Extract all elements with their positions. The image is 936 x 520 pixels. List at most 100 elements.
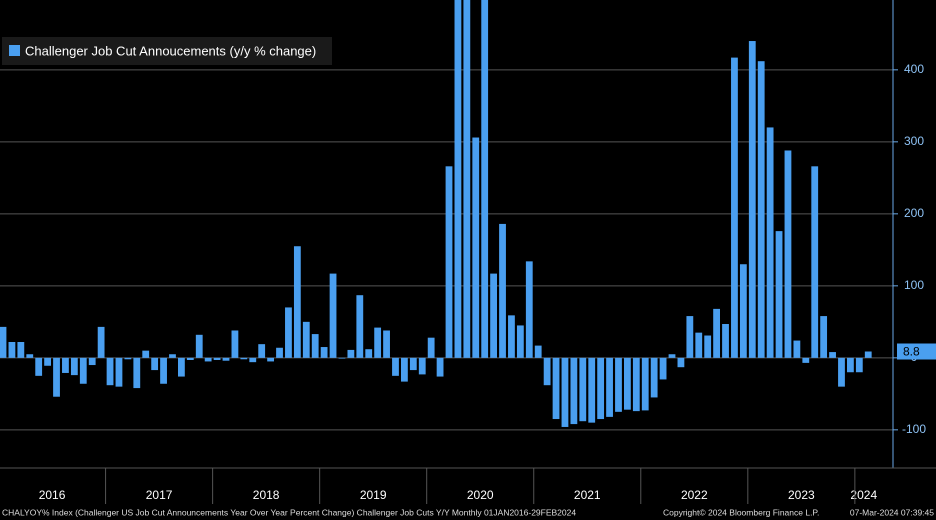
footer-source: CHALYOY% Index (Challenger US Job Cut An… [2,507,576,517]
bar [686,316,694,358]
bar [534,345,542,358]
bar [516,325,524,358]
x-tick-label: 2022 [681,488,708,502]
bar [222,357,230,361]
bar [463,0,471,358]
bar [409,357,417,371]
bar [142,350,150,358]
bar [481,0,489,358]
last-value-label: 8.8 [903,345,920,359]
bar [508,315,515,358]
bar [311,334,319,358]
bar [855,357,863,373]
bar [249,357,257,363]
legend-label: Challenger Job Cut Annoucements (y/y % c… [25,43,316,58]
bar [766,127,774,358]
bar [356,295,364,358]
bar [293,246,301,358]
bar [70,357,78,376]
footer-timestamp: 07-Mar-2024 07:39:45 [850,507,934,517]
bar [151,357,159,371]
bar [374,327,382,358]
bar [757,61,765,358]
x-tick-label: 2023 [788,488,815,502]
bar [267,357,274,362]
bar [302,321,310,358]
bar [490,273,497,358]
bar [186,357,194,360]
bar [392,357,399,376]
bar [160,357,167,384]
bar [97,326,105,358]
bar [35,357,43,376]
x-tick-label: 2019 [360,488,387,502]
bar [178,357,185,377]
bar [383,330,390,358]
footer-copyright: Copyright© 2024 Bloomberg Finance L.P. [663,507,819,517]
bar [624,357,631,410]
bar [838,357,845,387]
bar [829,352,836,358]
bar [561,357,569,427]
bar [106,357,114,386]
bar [231,330,239,358]
y-tick-label: 400 [904,62,924,76]
y-tick-label: 200 [904,206,924,220]
bars [0,0,872,427]
bar [784,150,792,358]
bar [133,357,141,389]
bar [169,354,176,358]
bar [17,342,25,358]
legend-swatch [9,45,20,56]
bar [704,335,712,358]
bar [472,137,480,358]
bar [641,357,649,411]
bar [418,357,426,375]
bar [588,357,596,423]
legend-box [2,37,332,65]
bar [79,357,87,384]
bar [258,344,266,358]
bar [204,357,212,362]
bar [713,308,720,358]
bar [124,357,132,360]
bar [525,261,533,358]
bar [775,231,783,358]
bar [445,166,453,358]
bar [606,357,613,417]
bar [650,357,658,398]
bar [8,342,16,358]
bar [731,57,738,358]
x-tick-label: 2020 [467,488,494,502]
bar [570,357,578,425]
bar [615,357,622,412]
bar [115,357,123,387]
bar [802,357,810,363]
bar [213,357,221,360]
bar [195,334,203,358]
bar [401,357,408,382]
bar [695,332,703,358]
bar [338,357,346,359]
bar [53,357,60,397]
bar [543,357,551,386]
bar [677,357,685,368]
bar [454,0,462,358]
bar [0,326,7,358]
bar [427,337,435,358]
bar [320,347,328,358]
bar [276,347,283,358]
bar [864,351,872,358]
bar [62,357,69,373]
bar [88,357,96,366]
last-value-box [897,343,936,360]
bar [436,357,444,377]
bar [579,357,587,422]
y-tick-label: -100 [902,422,926,436]
bar [26,354,34,358]
x-tick-label: 2018 [253,488,280,502]
y-tick-label: 300 [904,134,924,148]
bar [329,273,337,358]
bar [847,357,854,373]
